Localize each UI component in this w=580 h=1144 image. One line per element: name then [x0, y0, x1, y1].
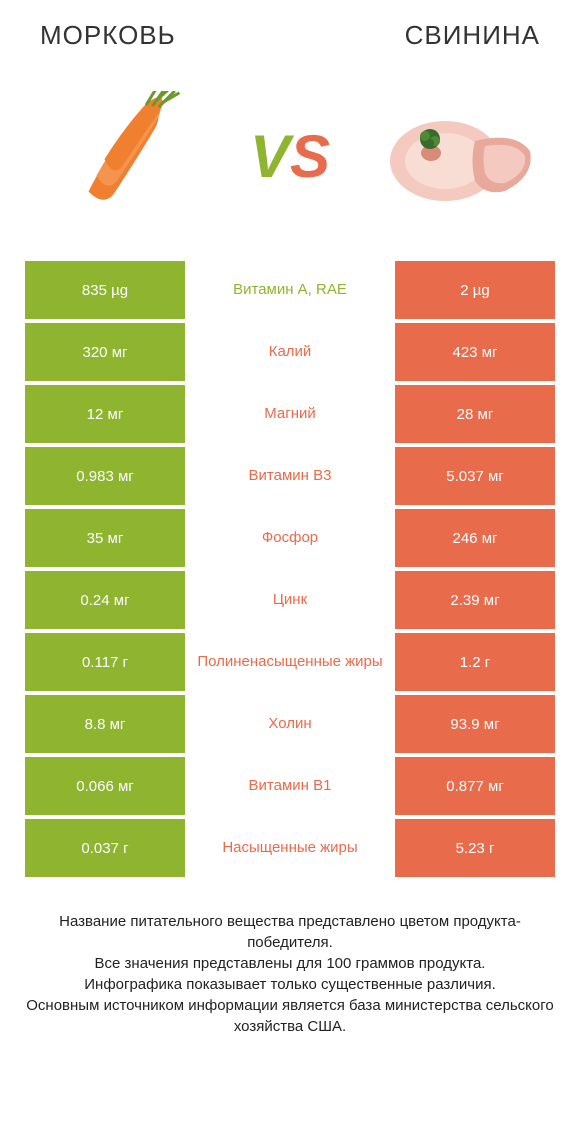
- nutrient-label: Фосфор: [185, 509, 395, 567]
- vs-label: VS: [250, 122, 330, 191]
- footer: Название питательного вещества представл…: [0, 881, 580, 1037]
- left-value: 0.037 г: [25, 819, 185, 877]
- right-value: 2 µg: [395, 261, 555, 319]
- left-value: 835 µg: [25, 261, 185, 319]
- footer-line: Все значения представлены для 100 граммо…: [25, 953, 555, 974]
- left-value: 0.983 мг: [25, 447, 185, 505]
- table-row: 0.983 мгВитамин B35.037 мг: [25, 447, 555, 505]
- pork-icon: [375, 91, 545, 221]
- right-title: СВИНИНА: [405, 20, 540, 51]
- right-value: 93.9 мг: [395, 695, 555, 753]
- vs-s: S: [290, 122, 330, 191]
- nutrient-label: Полиненасыщенные жиры: [185, 633, 395, 691]
- left-value: 8.8 мг: [25, 695, 185, 753]
- right-value: 423 мг: [395, 323, 555, 381]
- left-food-image: [30, 86, 210, 226]
- table-row: 0.066 мгВитамин B10.877 мг: [25, 757, 555, 815]
- right-food-image: [370, 86, 550, 226]
- table-row: 320 мгКалий423 мг: [25, 323, 555, 381]
- vs-v: V: [250, 122, 290, 191]
- nutrient-label: Витамин B1: [185, 757, 395, 815]
- right-value: 1.2 г: [395, 633, 555, 691]
- nutrient-label: Цинк: [185, 571, 395, 629]
- table-row: 12 мгМагний28 мг: [25, 385, 555, 443]
- table-row: 8.8 мгХолин93.9 мг: [25, 695, 555, 753]
- table-row: 35 мгФосфор246 мг: [25, 509, 555, 567]
- left-value: 0.117 г: [25, 633, 185, 691]
- right-value: 2.39 мг: [395, 571, 555, 629]
- table-row: 0.037 гНасыщенные жиры5.23 г: [25, 819, 555, 877]
- nutrient-label: Калий: [185, 323, 395, 381]
- nutrient-label: Витамин A, RAE: [185, 261, 395, 319]
- table-row: 0.117 гПолиненасыщенные жиры1.2 г: [25, 633, 555, 691]
- nutrient-label: Магний: [185, 385, 395, 443]
- right-value: 0.877 мг: [395, 757, 555, 815]
- right-value: 5.23 г: [395, 819, 555, 877]
- carrot-icon: [35, 91, 205, 221]
- right-value: 5.037 мг: [395, 447, 555, 505]
- left-value: 320 мг: [25, 323, 185, 381]
- header: МОРКОВЬ СВИНИНА: [0, 0, 580, 61]
- table-row: 835 µgВитамин A, RAE2 µg: [25, 261, 555, 319]
- right-value: 28 мг: [395, 385, 555, 443]
- left-value: 0.24 мг: [25, 571, 185, 629]
- footer-line: Инфографика показывает только существенн…: [25, 974, 555, 995]
- nutrient-label: Насыщенные жиры: [185, 819, 395, 877]
- footer-line: Название питательного вещества представл…: [25, 911, 555, 953]
- comparison-table: 835 µgВитамин A, RAE2 µg320 мгКалий423 м…: [0, 261, 580, 877]
- left-title: МОРКОВЬ: [40, 20, 176, 51]
- left-value: 0.066 мг: [25, 757, 185, 815]
- footer-line: Основным источником информации является …: [25, 995, 555, 1037]
- left-value: 35 мг: [25, 509, 185, 567]
- table-row: 0.24 мгЦинк2.39 мг: [25, 571, 555, 629]
- left-value: 12 мг: [25, 385, 185, 443]
- nutrient-label: Холин: [185, 695, 395, 753]
- right-value: 246 мг: [395, 509, 555, 567]
- nutrient-label: Витамин B3: [185, 447, 395, 505]
- vs-row: VS: [0, 61, 580, 261]
